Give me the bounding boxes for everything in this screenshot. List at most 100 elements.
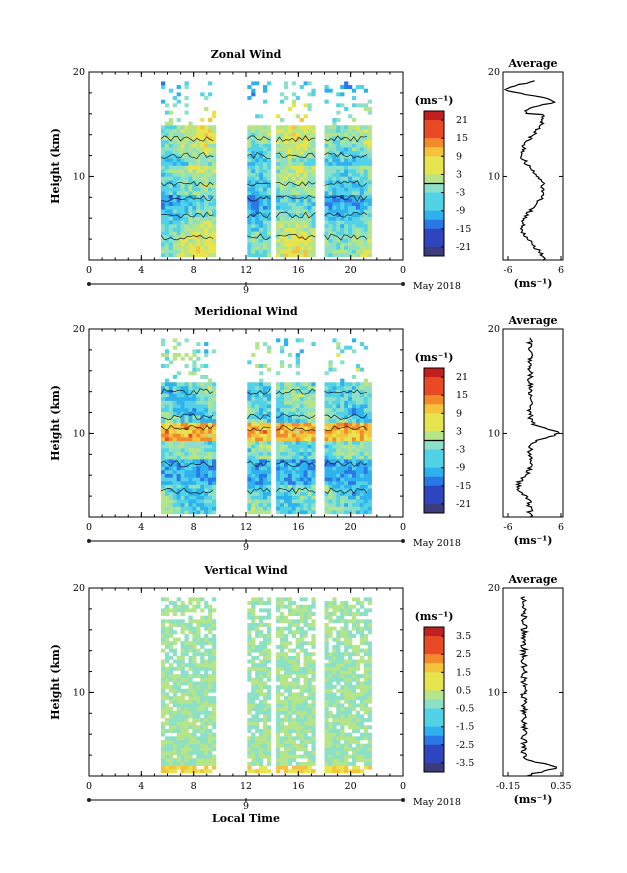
heatmap-cell — [340, 688, 345, 693]
heatmap-cell — [324, 187, 329, 192]
heatmap-cell — [359, 411, 365, 416]
heatmap-cell — [204, 663, 209, 668]
heatmap-cell — [200, 242, 205, 247]
heatmap-cell — [172, 400, 177, 405]
heatmap-cell — [188, 488, 193, 493]
heatmap-cell — [340, 128, 345, 133]
heatmap-cell — [295, 220, 300, 225]
heatmap-cell — [359, 495, 365, 500]
heatmap-cell — [324, 739, 329, 744]
heatmap-cell — [311, 459, 316, 463]
heatmap-cell — [311, 422, 316, 427]
heatmap-cell — [340, 433, 345, 438]
heatmap-cell — [367, 158, 372, 163]
heatmap-cell — [204, 491, 209, 496]
heatmap-cell — [348, 725, 353, 730]
heatmap-cell — [291, 608, 297, 613]
heatmap-cell — [208, 418, 213, 423]
heatmap-cell — [188, 165, 193, 170]
heatmap-cell — [188, 736, 193, 741]
heatmap-cell — [184, 451, 189, 456]
heatmap-cell — [311, 692, 316, 697]
heatmap-cell — [204, 374, 209, 379]
heatmap-cell — [351, 187, 357, 192]
heatmap-cell — [251, 198, 256, 203]
heatmap-cell — [303, 245, 308, 250]
heatmap-cell — [188, 644, 193, 649]
heatmap-cell — [276, 495, 281, 500]
heatmap-cell — [311, 165, 316, 170]
heatmap-cell — [176, 429, 181, 434]
contour-line — [276, 413, 316, 419]
heatmap-cell — [263, 161, 268, 166]
heatmap-cell — [287, 491, 293, 496]
heatmap-cell — [188, 404, 193, 409]
heatmap-cell — [211, 626, 217, 631]
heatmap-cell — [180, 356, 185, 361]
heatmap-cell — [255, 158, 260, 163]
heatmap-cell — [208, 385, 213, 390]
heatmap-cell — [196, 444, 201, 449]
heatmap-cell — [299, 411, 304, 416]
heatmap-cell — [184, 128, 189, 133]
heatmap-cell — [180, 404, 185, 409]
heatmap-cell — [367, 125, 372, 130]
heatmap-cell — [176, 710, 181, 715]
heatmap-cell — [324, 437, 329, 442]
heatmap-cell — [348, 125, 353, 130]
heatmap-cell — [344, 411, 349, 416]
heatmap-cell — [307, 187, 312, 192]
heatmap-cell — [192, 411, 197, 416]
heatmap-cell — [172, 630, 177, 635]
heatmap-cell — [311, 132, 316, 137]
heatmap-cell — [184, 692, 189, 697]
heatmap-cell — [188, 158, 193, 163]
heatmap-cell — [184, 147, 189, 152]
heatmap-cell — [299, 608, 304, 613]
heatmap-cell — [180, 393, 185, 398]
heatmap-cell — [247, 692, 252, 697]
heatmap-cell — [283, 765, 289, 770]
heatmap-cell — [291, 707, 297, 712]
heatmap-cell — [348, 502, 353, 507]
heatmap-cell — [340, 411, 345, 416]
heatmap-cell — [348, 470, 353, 474]
heatmap-cell — [280, 169, 285, 174]
heatmap-cell — [276, 238, 281, 243]
heatmap-cell — [359, 187, 365, 192]
heatmap-cell — [303, 696, 308, 701]
heatmap-cell — [188, 707, 193, 712]
heatmap-cell — [283, 180, 289, 185]
heatmap-cell — [295, 499, 300, 504]
heatmap-cell — [336, 681, 341, 686]
heatmap-cell — [200, 666, 205, 671]
heatmap-cell — [355, 165, 361, 170]
heatmap-cell — [208, 220, 213, 225]
heatmap-cell — [303, 666, 308, 671]
heatmap-cell — [204, 666, 209, 671]
heatmap-cell — [160, 630, 166, 635]
heatmap-cell — [332, 202, 337, 206]
heatmap-cell — [311, 223, 316, 228]
heatmap-cell — [351, 349, 357, 354]
heatmap-cell — [295, 663, 300, 668]
heatmap-cell — [307, 415, 312, 420]
heatmap-cell — [359, 183, 365, 188]
heatmap-cell — [344, 754, 349, 759]
heatmap-cell — [251, 396, 256, 401]
heatmap-cell — [160, 422, 166, 427]
heatmap-cell — [295, 205, 300, 210]
heatmap-cell — [255, 172, 260, 177]
heatmap-cell — [359, 176, 365, 181]
heatmap-cell — [160, 81, 166, 86]
heatmap-cell — [303, 437, 308, 442]
heatmap-cell — [251, 227, 256, 232]
heatmap-cell — [299, 154, 304, 159]
heatmap-cell — [259, 245, 264, 250]
heatmap-cell — [283, 422, 289, 427]
heatmap-cell — [172, 477, 177, 482]
heatmap-cell — [160, 688, 166, 693]
heatmap-cell — [340, 136, 345, 141]
heatmap-cell — [351, 227, 357, 232]
heatmap-cell — [291, 622, 297, 627]
